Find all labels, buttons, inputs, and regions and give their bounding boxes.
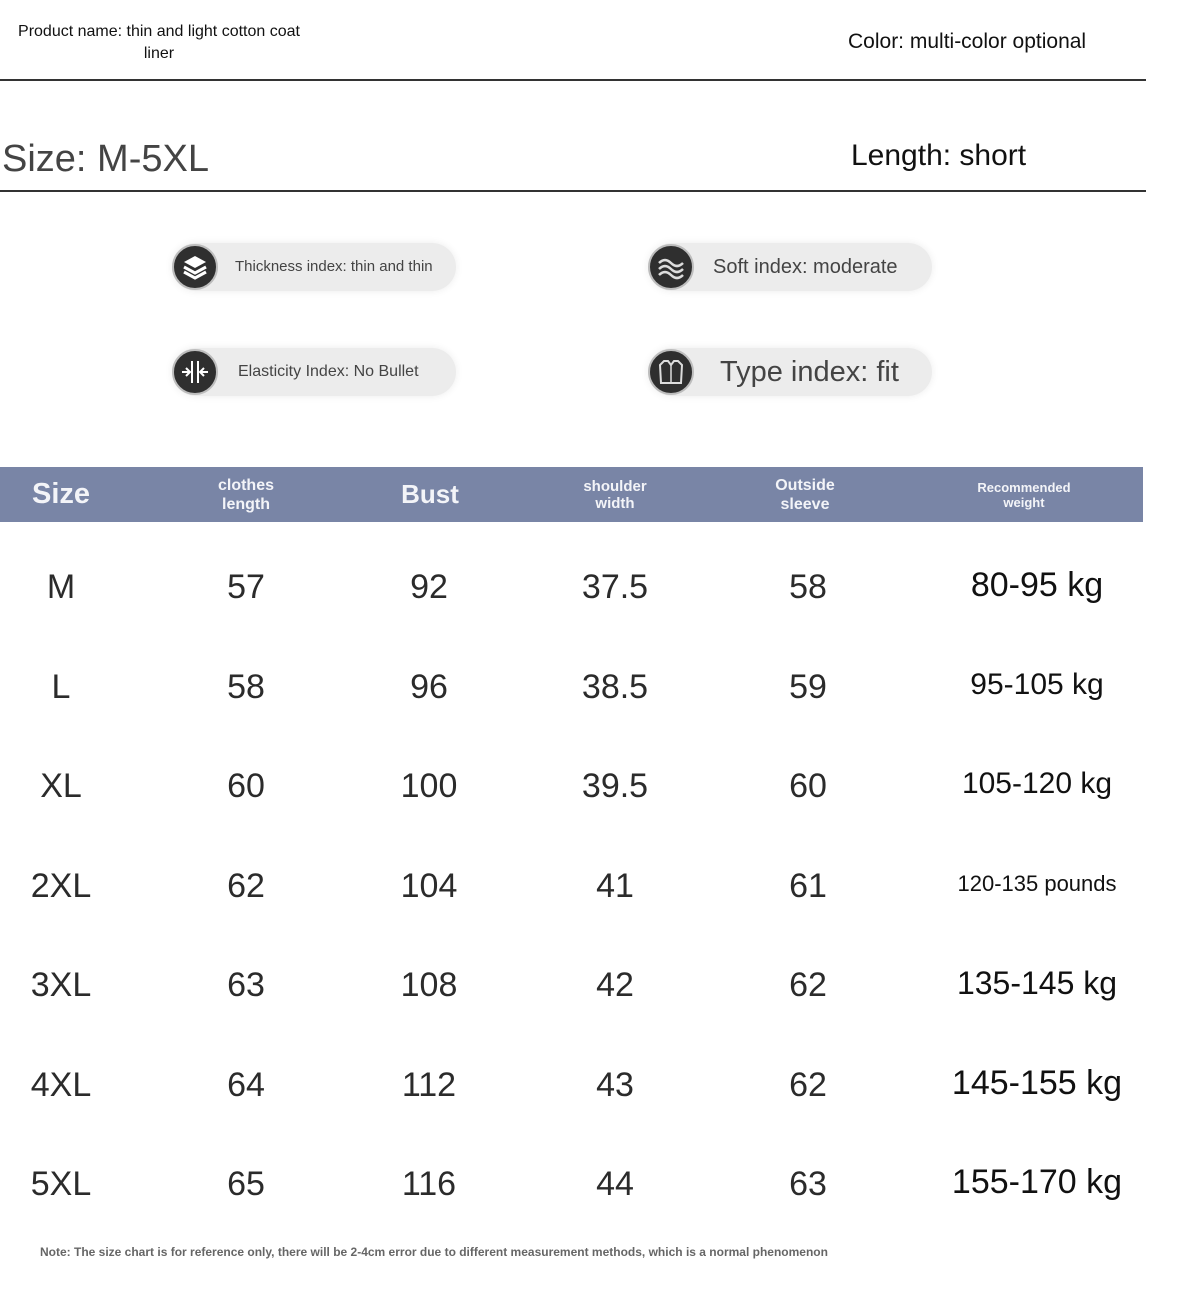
elasticity-index-pill: Elasticity Index: No Bullet xyxy=(172,348,456,396)
value-cell: 135-145 kg xyxy=(956,965,1118,1001)
value-cell: 38.5 xyxy=(581,667,649,706)
product-name: Product name: thin and light cotton coat… xyxy=(18,23,300,62)
shirt-icon xyxy=(648,349,694,395)
color-info: Color: multi-color optional xyxy=(848,30,1087,53)
value-cell: 63 xyxy=(789,1165,827,1203)
header-clothes-length: clothes length xyxy=(217,476,274,513)
thickness-index-pill: Thickness index: thin and thin xyxy=(172,243,456,291)
value-cell: 60 xyxy=(789,767,827,805)
size-cell: 2XL xyxy=(30,866,92,905)
value-cell: 96 xyxy=(410,667,448,706)
value-cell: 59 xyxy=(789,667,827,706)
layers-icon xyxy=(172,244,218,290)
value-cell: 58 xyxy=(789,568,827,606)
value-cell: 100 xyxy=(400,767,458,805)
value-cell: 120-135 pounds xyxy=(957,870,1117,896)
value-cell: 112 xyxy=(401,1065,457,1104)
value-cell: 43 xyxy=(596,1065,634,1104)
value-cell: 62 xyxy=(789,1065,827,1104)
value-cell: 57 xyxy=(227,568,265,606)
divider-top xyxy=(0,79,1146,81)
divider-middle xyxy=(0,190,1146,192)
value-cell: 92 xyxy=(410,568,448,606)
soft-index-pill: Soft index: moderate xyxy=(648,243,932,291)
value-cell: 39.5 xyxy=(581,767,649,805)
header-recommended-weight: Recommended weight xyxy=(977,479,1071,510)
length-info: Length: short xyxy=(851,139,1027,172)
value-cell: 62 xyxy=(789,966,827,1004)
value-cell: 104 xyxy=(400,866,458,905)
value-cell: 80-95 kg xyxy=(970,566,1104,604)
stretch-icon xyxy=(172,349,218,395)
size-cell: M xyxy=(46,568,76,606)
size-note: Note: The size chart is for reference on… xyxy=(40,1245,828,1259)
value-cell: 116 xyxy=(401,1165,457,1203)
header-outside-sleeve: Outside sleeve xyxy=(775,476,835,513)
size-cell: 5XL xyxy=(30,1165,92,1203)
size-cell: XL xyxy=(40,767,82,805)
value-cell: 42 xyxy=(596,966,634,1004)
value-cell: 64 xyxy=(227,1065,265,1104)
wave-icon xyxy=(648,244,694,290)
value-cell: 108 xyxy=(400,966,458,1004)
value-cell: 60 xyxy=(227,767,265,805)
value-cell: 58 xyxy=(227,667,265,706)
size-cell: L xyxy=(51,667,71,706)
header-shoulder-width: shoulder width xyxy=(583,477,647,512)
size-range: Size: M-5XL xyxy=(2,138,209,180)
size-cell: 3XL xyxy=(30,966,92,1004)
value-cell: 63 xyxy=(227,966,265,1004)
value-cell: 145-155 kg xyxy=(951,1063,1123,1102)
value-cell: 65 xyxy=(227,1165,265,1203)
size-cell: 4XL xyxy=(30,1065,92,1104)
size-table-header: Size clothes length Bust shoulder width … xyxy=(0,467,1143,522)
value-cell: 44 xyxy=(596,1165,634,1203)
thickness-index-label: Thickness index: thin and thin xyxy=(235,258,433,275)
value-cell: 62 xyxy=(227,866,265,905)
header-bust: Bust xyxy=(401,479,459,509)
value-cell: 37.5 xyxy=(581,568,649,606)
value-cell: 61 xyxy=(789,866,827,905)
type-index-label: Type index: fit xyxy=(720,356,899,388)
value-cell: 41 xyxy=(596,866,634,905)
elasticity-index-label: Elasticity Index: No Bullet xyxy=(238,363,419,380)
value-cell: 95-105 kg xyxy=(970,667,1104,701)
value-cell: 155-170 kg xyxy=(951,1163,1123,1201)
soft-index-label: Soft index: moderate xyxy=(713,256,898,278)
type-index-pill: Type index: fit xyxy=(648,348,932,396)
header-size: Size xyxy=(31,478,91,510)
value-cell: 105-120 kg xyxy=(961,767,1113,800)
